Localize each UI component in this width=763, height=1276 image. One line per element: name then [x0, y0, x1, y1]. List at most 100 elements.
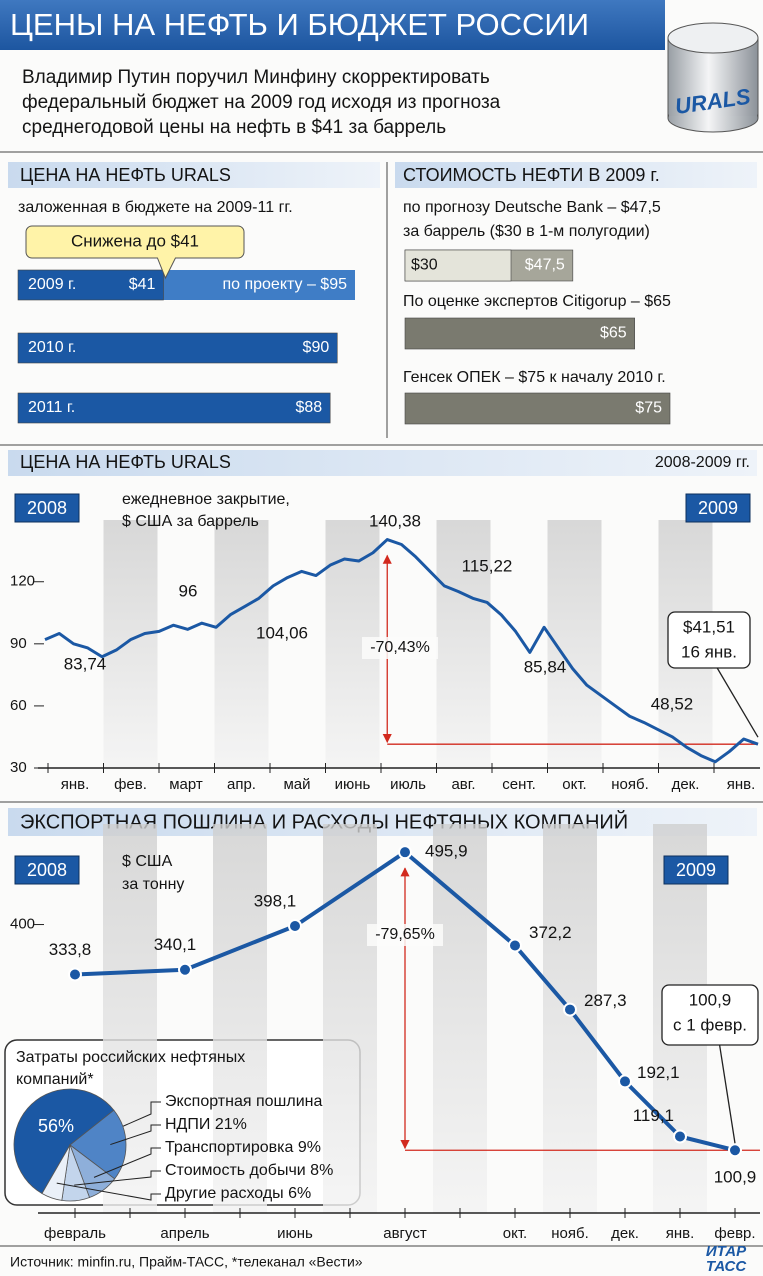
column-band [103, 520, 158, 768]
barrel-icon: URALS [667, 22, 759, 133]
unit: $ США [122, 853, 173, 870]
callout: Снижена до $41 [71, 231, 199, 250]
bar-caption: Генсек ОПЕК – $75 к началу 2010 г. [403, 369, 666, 386]
column-band [433, 824, 487, 1213]
section-title: ЦЕНА НА НЕФТЬ URALS [20, 165, 231, 185]
column-band [213, 824, 267, 1213]
first-half-bar [404, 249, 512, 282]
year-box [685, 493, 751, 523]
point [288, 918, 302, 933]
leader-line [93, 1147, 161, 1178]
leader-line [74, 1170, 161, 1186]
annotation: 48,52 [651, 694, 694, 713]
series-line [44, 538, 759, 764]
callout-box [661, 984, 759, 1046]
year-box [663, 855, 729, 885]
point [68, 967, 82, 982]
section-title: СТОИМОСТЬ НЕФТИ В 2009 г. [403, 165, 660, 185]
annotation: 83,74 [64, 654, 107, 673]
callout-pointer [718, 1044, 736, 1144]
bar-caption: По оценке экспертов Citigorup – $65 [403, 293, 671, 310]
value-label: 287,3 [584, 991, 627, 1010]
value-label: 398,1 [254, 891, 297, 910]
bar [404, 392, 671, 425]
lead-line: федеральный бюджет на 2009 год исходя из… [22, 92, 501, 113]
y-tick-label: 30 [10, 759, 27, 776]
legend-label: Другие расходы 6% [165, 1185, 311, 1202]
logo: ИТАР [706, 1243, 747, 1260]
value-label: $88 [295, 399, 322, 416]
slice-label: 56% [38, 1116, 74, 1136]
year-label: 2008 [27, 860, 67, 880]
bar [17, 269, 164, 301]
legend-label: Транспортировка 9% [165, 1139, 321, 1156]
point [398, 845, 412, 860]
first-half-label: $30 [411, 257, 438, 274]
x-tick-label: сент. [502, 776, 536, 793]
x-tick-label: нояб. [551, 1225, 589, 1242]
year-box [14, 493, 80, 523]
pie-slice [69, 1109, 127, 1180]
unit: $ США за баррель [122, 513, 259, 530]
legend-label: Стоимость добычи 8% [165, 1162, 333, 1179]
value-label: $65 [600, 325, 627, 342]
category-label: 2009 г. [28, 276, 76, 293]
column-band [543, 824, 597, 1213]
leader-line [118, 1101, 161, 1129]
point [728, 1143, 742, 1158]
pie-title: Затраты российских нефтяных [16, 1049, 245, 1066]
x-tick-label: июль [390, 776, 426, 793]
subtitle: заложенная в бюджете на 2009-11 гг. [18, 199, 293, 216]
pie-slice [41, 1144, 71, 1201]
pie-slice [13, 1088, 115, 1195]
value-label: 100,9 [714, 1168, 757, 1187]
x-tick-label: февр. [714, 1225, 755, 1242]
section-title: ЦЕНА НА НЕФТЬ URALS [20, 452, 231, 472]
legend-label: Экспортная пошлина [165, 1093, 322, 1110]
value-label: 372,2 [529, 923, 572, 942]
logo: ТАСС [706, 1258, 748, 1275]
year-box [14, 855, 80, 885]
bar [17, 392, 331, 424]
x-tick-label: август [383, 1225, 427, 1242]
bar [404, 317, 635, 350]
x-tick-label: март [169, 776, 203, 793]
column-band [323, 824, 377, 1213]
x-tick-label: дек. [611, 1225, 639, 1242]
y-tick-label: 90 [10, 635, 27, 652]
x-tick-label: июнь [335, 776, 371, 793]
x-tick-label: февраль [44, 1225, 106, 1242]
x-tick-label: авг. [451, 776, 475, 793]
x-tick-label: апр. [227, 776, 256, 793]
bar [17, 332, 338, 364]
unit: ежедневное закрытие, [122, 491, 290, 508]
y-tick-label: 60 [10, 697, 27, 714]
point [563, 1002, 577, 1017]
value-label: $75 [635, 400, 662, 417]
x-tick-label: янв. [61, 776, 90, 793]
annotation: 85,84 [524, 657, 567, 676]
point [508, 938, 522, 953]
change-bg [367, 924, 443, 946]
lead-line: среднегодовой цены на нефть в $41 за бар… [22, 117, 446, 138]
change-label: -70,43% [370, 639, 430, 656]
section-band [8, 450, 757, 476]
value-label: 119,1 [633, 1106, 674, 1125]
callout-box [25, 225, 245, 280]
value-label: $41 [129, 276, 156, 293]
column-band [214, 520, 269, 768]
value-label: 340,1 [154, 935, 197, 954]
year-label: 2009 [698, 498, 738, 518]
change-label: -79,65% [375, 926, 435, 943]
change-bg [362, 637, 438, 659]
title: ЦЕНЫ НА НЕФТЬ И БЮДЖЕТ РОССИИ [10, 7, 589, 42]
x-tick-label: июнь [277, 1225, 313, 1242]
leader-line [56, 1182, 161, 1201]
callout-pointer [716, 667, 759, 738]
y-tick-label: 120 [10, 573, 35, 590]
section-band [8, 162, 380, 188]
x-tick-label: янв. [666, 1225, 695, 1242]
x-tick-label: фев. [114, 776, 147, 793]
